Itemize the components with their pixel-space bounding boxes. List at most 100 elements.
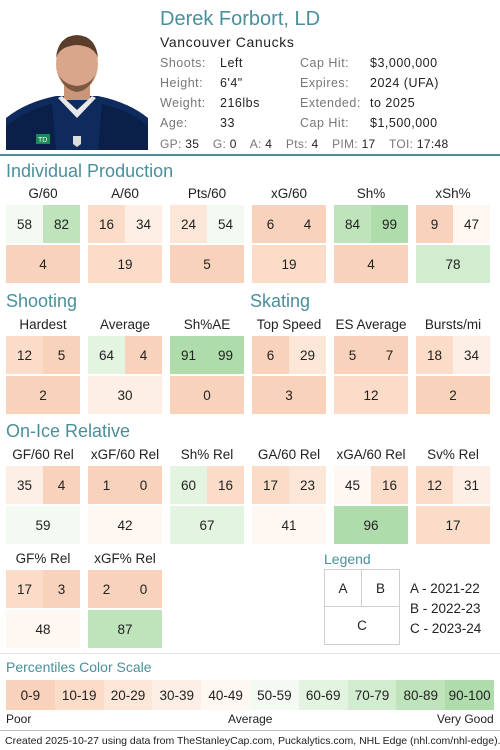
stat-cell-average-a: 64 [88,336,125,374]
info-value-shoots: Left [220,56,243,70]
info-label-new-cap-hit: Cap Hit: [300,116,350,130]
stat-cell-top-speed-c: 3 [252,376,326,414]
stat-cell-gf-60-rel-b: 4 [43,466,80,504]
stat-label-g-60: G/60 [28,186,58,201]
player-photo: TD [6,26,148,150]
stat-label-xgf-pct-rel: xGF% Rel [94,551,156,566]
stat-label-es-average: ES Average [335,317,407,332]
scale-bin-20-29: 20-29 [103,680,153,710]
info-value-extended: to 2025 [370,96,416,110]
info-value-cap-hit: $3,000,000 [370,56,438,70]
stat-value-a: 4 [265,137,273,151]
stat-cell-pts-60-a: 24 [170,205,207,243]
stat-cell-gf-pct-rel-a: 17 [6,570,43,608]
stat-cell-es-average-b: 7 [371,336,408,374]
stat-label-toi: TOI: [388,137,414,151]
stat-cell-sh-pct-rel-b: 16 [207,466,244,504]
stat-label-top-speed: Top Speed [256,317,322,332]
legend-entry-a: A - 2021-22 [410,581,480,596]
stat-cell-xg-60-b: 4 [289,205,326,243]
stat-label-pts: Pts: [285,137,308,151]
scale-bin-30-39: 30-39 [152,680,202,710]
stat-cell-gf-pct-rel-c: 48 [6,610,80,648]
stat-cell-xg-60-a: 6 [252,205,289,243]
scale-bin-60-69: 60-69 [298,680,348,710]
stat-cell-hardest-b: 5 [43,336,80,374]
stat-cell-sh-pct-rel-a: 60 [170,466,207,504]
stat-cell-a-60-c: 19 [88,245,162,283]
stat-cell-g-60-c: 4 [6,245,80,283]
header-divider [0,154,500,156]
scale-bin-0-9: 0-9 [6,680,55,710]
stat-cell-hardest-c: 2 [6,376,80,414]
legend-box: A B C [324,569,400,645]
stat-value-pts: 4 [311,137,319,151]
stat-label-xgf-60-rel: xGF/60 Rel [90,447,160,462]
stat-cell-sh-pct-rel-c: 67 [170,506,244,544]
stat-cell-sh-pct-b: 99 [371,205,408,243]
stat-label-g: G: [212,137,227,151]
scale-bin-10-19: 10-19 [54,680,104,710]
stat-label-hardest: Hardest [19,317,67,332]
info-label-height: Height: [160,76,204,90]
stat-cell-g-60-b: 82 [43,205,80,243]
section-title-skating: Skating [250,291,311,311]
stat-label-xga-60-rel: xGA/60 Rel [336,447,406,462]
info-value-expires: 2024 (UFA) [370,76,439,90]
stat-label-pim: PIM: [332,137,358,151]
stat-cell-xgf-pct-rel-c: 87 [88,610,162,648]
info-value-new-cap-hit: $1,500,000 [370,116,438,130]
stat-cell-sh-pct-a: 84 [334,205,371,243]
stat-cell-a-60-b: 34 [125,205,162,243]
stat-cell-xgf-60-rel-c: 42 [88,506,162,544]
stat-cell-sh-pct-c: 4 [334,245,408,283]
stat-value-toi: 17:48 [416,137,449,151]
stat-label-sh-pct: Sh% [356,186,386,201]
info-label-weight: Weight: [160,96,206,110]
stat-label-xsh-pct: xSh% [435,186,471,201]
stat-cell-gf-pct-rel-b: 3 [43,570,80,608]
scale-label-poor: Poor [6,712,32,726]
info-value-age: 33 [220,116,235,130]
stat-label-pts-60: Pts/60 [187,186,227,201]
stat-label-average: Average [99,317,151,332]
scale-label-very-good: Very Good [437,712,494,726]
stat-cell-top-speed-b: 29 [289,336,326,374]
stat-label-sh-pct-rel: Sh% Rel [180,447,234,462]
footer-credits: Created 2025-10-27 using data from TheSt… [0,730,500,750]
color-scale-title: Percentiles Color Scale [6,659,152,675]
legend-cell-c: C [357,618,367,633]
stat-cell-sv-pct-rel-b: 31 [453,466,490,504]
info-label-cap-hit: Cap Hit: [300,56,350,70]
stat-label-gf-60-rel: GF/60 Rel [12,447,74,462]
stat-label-a-60: A/60 [111,186,139,201]
stat-label-gp: GP: [160,137,182,151]
scale-label-average: Average [228,712,273,726]
stat-value-pim: 17 [361,137,376,151]
legend-title: Legend [324,551,371,567]
stat-cell-average-c: 30 [88,376,162,414]
scale-bin-80-89: 80-89 [396,680,446,710]
stat-cell-xg-60-c: 19 [252,245,326,283]
stat-label-bursts-mi: Bursts/mi [424,317,482,332]
player-name: Derek Forbort, LD [160,8,321,30]
stat-cell-ga-60-rel-a: 17 [252,466,289,504]
stat-cell-xsh-pct-c: 78 [416,245,490,283]
info-value-height: 6'4" [220,76,243,90]
stat-cell-bursts-mi-c: 2 [416,376,490,414]
stat-cell-pts-60-c: 5 [170,245,244,283]
stat-value-g: 0 [229,137,237,151]
scale-bin-90-100: 90-100 [445,680,494,710]
stat-cell-bursts-mi-b: 34 [453,336,490,374]
stat-cell-sh-pctae-a: 91 [170,336,207,374]
legend-cell-a: A [325,570,362,607]
scale-bin-50-59: 50-59 [250,680,299,710]
legend-cell-b: B [362,570,399,607]
stat-cell-xgf-pct-rel-b: 0 [125,570,162,608]
stat-cell-gf-60-rel-a: 35 [6,466,43,504]
season-stats-line: GP: 35 G: 0 A: 4 Pts: 4 PIM: 17 TOI: 17:… [160,137,458,151]
stat-cell-a-60-a: 16 [88,205,125,243]
legend-entry-b: B - 2022-23 [410,601,481,616]
legend-entry-c: C - 2023-24 [410,621,482,636]
stat-cell-average-b: 4 [125,336,162,374]
